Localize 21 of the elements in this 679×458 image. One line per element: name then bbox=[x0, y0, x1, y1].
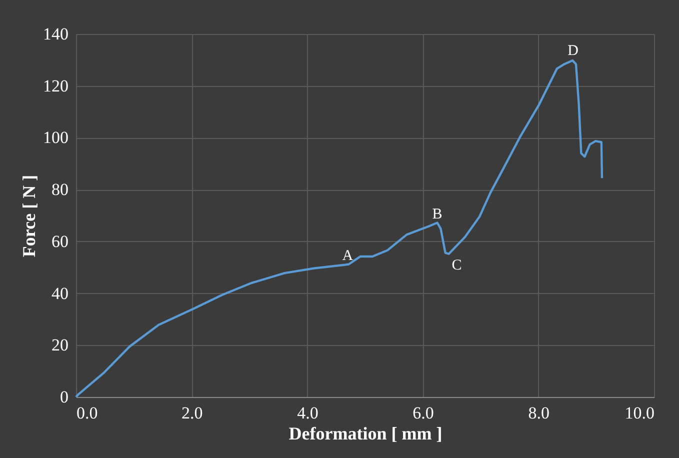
x-tick-label: 10.0 bbox=[624, 404, 654, 422]
y-tick-label: 100 bbox=[43, 128, 68, 148]
x-tick-label: 4.0 bbox=[297, 404, 318, 422]
x-tick-label: 0.0 bbox=[76, 404, 98, 422]
y-tick-label: 120 bbox=[43, 76, 68, 96]
y-axis-title: Force [ N ] bbox=[19, 174, 39, 258]
annotation: B bbox=[432, 206, 442, 222]
x-axis-title: Deformation [ mm ] bbox=[288, 424, 442, 444]
annotation: A bbox=[342, 248, 354, 264]
annotation: C bbox=[452, 257, 462, 274]
x-tick-label: 2.0 bbox=[181, 404, 203, 422]
y-tick-label: 140 bbox=[43, 24, 68, 44]
line-series bbox=[74, 59, 604, 398]
x-tick-label: 8.0 bbox=[528, 404, 550, 422]
y-tick-label: 20 bbox=[52, 336, 68, 355]
y-tick-label: 80 bbox=[52, 180, 68, 200]
y-tick-label: 60 bbox=[52, 232, 68, 251]
x-tick-label: 6.0 bbox=[412, 404, 434, 422]
y-tick-label: 40 bbox=[52, 284, 68, 303]
y-tick-label: 0 bbox=[60, 388, 68, 406]
annotation: D bbox=[568, 42, 579, 59]
